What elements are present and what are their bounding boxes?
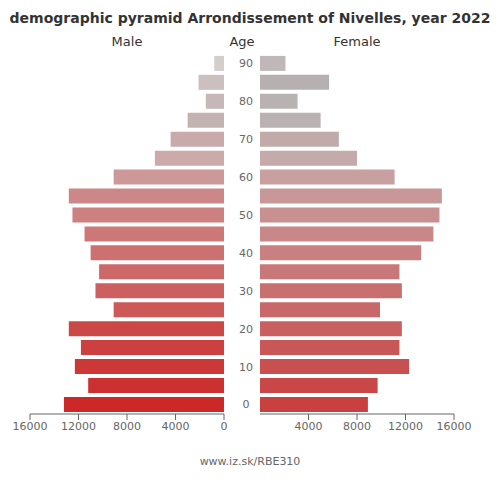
svg-text:70: 70	[239, 133, 253, 146]
svg-text:16000: 16000	[13, 420, 48, 433]
html-text:demographic pyramid Arrondisse: demographic pyramid Arrondissement of Ni…	[9, 10, 491, 26]
svg-text:12000: 12000	[388, 420, 423, 433]
svg-text:80: 80	[239, 95, 253, 108]
html-text:Male: Male	[111, 34, 143, 49]
svg-text:4000: 4000	[295, 420, 323, 433]
html-text:Age: Age	[229, 34, 255, 49]
svg-text:60: 60	[239, 171, 253, 184]
svg-text:8000: 8000	[113, 420, 141, 433]
svg-text:8000: 8000	[343, 420, 371, 433]
svg-text:0: 0	[221, 420, 228, 433]
svg-text:90: 90	[239, 57, 253, 70]
svg-text:12000: 12000	[61, 420, 96, 433]
svg-text:0: 0	[243, 398, 250, 411]
svg-text:20: 20	[239, 323, 253, 336]
html-text:www.iz.sk/RBE310: www.iz.sk/RBE310	[199, 455, 301, 468]
svg-text:16000: 16000	[437, 420, 472, 433]
svg-text:30: 30	[239, 285, 253, 298]
svg-text:50: 50	[239, 209, 253, 222]
html-text:Female: Female	[333, 34, 381, 49]
svg-text:4000: 4000	[162, 420, 190, 433]
svg-text:40: 40	[239, 247, 253, 260]
svg-text:10: 10	[239, 361, 253, 374]
